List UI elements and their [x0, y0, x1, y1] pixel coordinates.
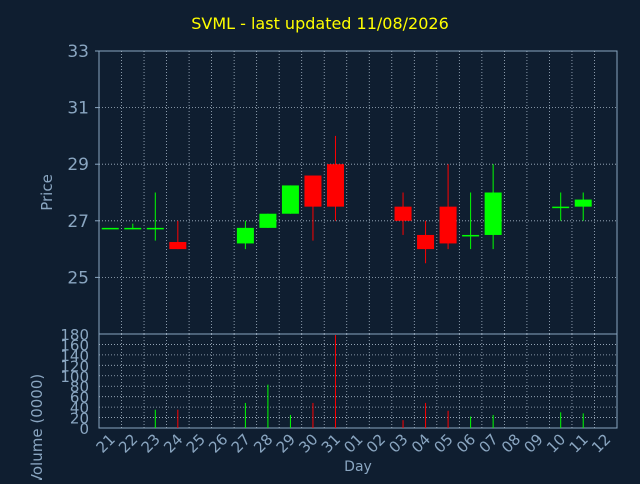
price-ytick-label: 27	[67, 212, 89, 232]
x-axis-label: Day	[344, 459, 372, 475]
price-ytick-label: 31	[67, 99, 89, 119]
candle-body	[146, 227, 164, 230]
volume-ytick-label: 120	[60, 357, 89, 375]
price-ytick-label: 25	[67, 268, 89, 288]
volume-ytick-label: 40	[70, 399, 89, 417]
x-tick-label: 12	[588, 430, 614, 456]
candle-body	[462, 234, 480, 237]
candle-body	[552, 206, 570, 209]
volume-ytick-label: 180	[60, 326, 89, 344]
candle-body	[101, 227, 119, 230]
candle-body	[236, 227, 254, 244]
price-ytick-label: 33	[67, 42, 89, 62]
volume-ytick-label: 160	[60, 336, 89, 354]
chart-title: SVML - last updated 11/08/2026	[191, 14, 449, 33]
candle-body	[484, 192, 502, 235]
volume-ytick-label: 60	[70, 389, 89, 407]
volume-axis-label: Volume (0000)	[28, 374, 46, 480]
candle-body	[169, 242, 187, 250]
price-axis-label: Price	[38, 174, 56, 211]
candle-body	[281, 185, 299, 214]
candle-body	[394, 206, 412, 221]
volume-ytick-label: 140	[60, 347, 89, 365]
volume-plot-frame	[98, 333, 618, 429]
candle-body	[259, 213, 277, 228]
candle-body	[326, 164, 344, 207]
price-plot-frame	[98, 50, 618, 335]
candle-body	[574, 199, 592, 207]
candle-body	[304, 175, 322, 207]
candle-body	[124, 227, 142, 230]
volume-ytick-label: 80	[70, 378, 89, 396]
candle-body	[439, 206, 457, 244]
volume-ytick-label: 20	[70, 410, 89, 428]
candle-body	[417, 234, 435, 250]
price-ytick-label: 29	[67, 155, 89, 175]
volume-ytick-label: 0	[79, 420, 89, 438]
volume-ytick-label: 100	[60, 368, 89, 386]
